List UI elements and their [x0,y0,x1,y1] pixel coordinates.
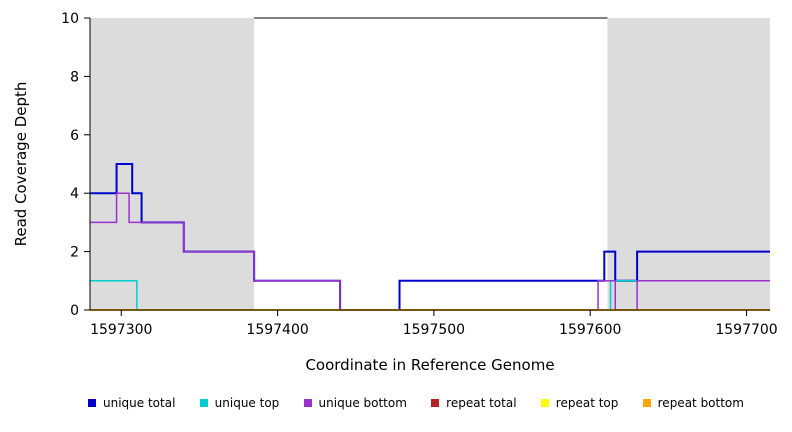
legend-item-unique-total: unique total [88,396,175,410]
legend-item-unique-top: unique top [199,396,280,410]
legend-item-repeat-bottom: repeat bottom [642,396,744,410]
y-tick-label: 4 [70,186,79,202]
legend-swatch [199,399,208,407]
x-tick-label: 1597400 [246,322,308,338]
legend-swatch [642,399,651,407]
x-tick-label: 1597500 [403,322,465,338]
y-tick-label: 8 [70,69,79,85]
x-tick-label: 1597600 [559,322,621,338]
legend-label: unique total [103,396,176,410]
shaded-region [607,18,770,310]
coverage-plot: 1597300 1597400 1597500 1597600 1597700 0 2 4 6 8… [12,11,778,374]
y-tick-label: 10 [61,11,79,27]
y-axis-title: Read Coverage Depth [12,82,30,247]
legend-label: unique bottom [318,396,407,410]
shaded-regions-layer [90,18,770,310]
legend-item-unique-bottom: unique bottom [303,396,407,410]
y-tick-label: 6 [70,128,79,144]
legend-label: unique top [214,396,280,410]
legend-item-repeat-top: repeat top [540,396,619,410]
legend-swatch [303,399,312,407]
legend-swatch [431,399,440,407]
y-tick-label: 0 [70,303,79,319]
x-tick-label: 1597300 [90,322,152,338]
legend: unique total unique top unique bottom repea… [88,396,744,410]
x-axis-title: Coordinate in Reference Genome [305,356,554,374]
legend-label: repeat bottom [657,396,744,410]
legend-label: repeat total [446,396,517,410]
axes-layer: 1597300 1597400 1597500 1597600 1597700 0 2 4 6 8… [61,11,778,338]
y-tick-label: 2 [70,245,79,261]
legend-swatch [540,399,549,407]
legend-label: repeat top [555,396,619,410]
legend-swatch [88,399,96,407]
x-tick-label: 1597700 [715,322,777,338]
legend-item-repeat-total: repeat total [431,396,517,410]
shaded-region [90,18,255,310]
